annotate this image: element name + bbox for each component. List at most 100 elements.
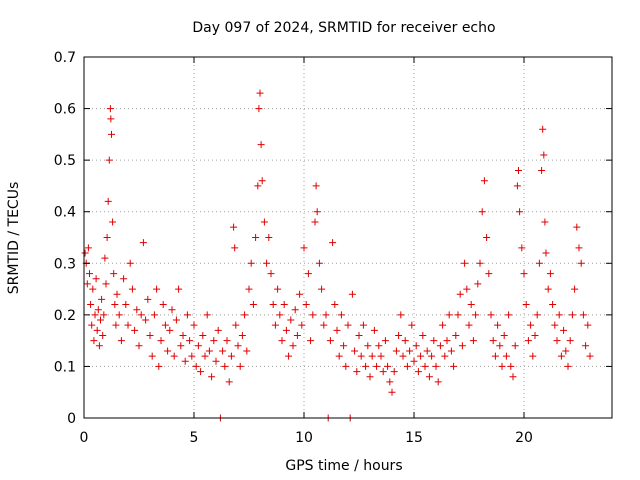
data-point bbox=[109, 218, 117, 226]
data-point bbox=[575, 244, 583, 252]
data-point bbox=[463, 285, 471, 293]
data-point bbox=[381, 337, 389, 345]
data-point bbox=[124, 321, 132, 329]
data-point bbox=[249, 301, 257, 309]
data-point bbox=[392, 347, 400, 355]
data-point bbox=[227, 352, 235, 360]
data-point bbox=[95, 342, 103, 350]
data-point bbox=[274, 285, 282, 293]
data-point bbox=[584, 321, 592, 329]
data-point bbox=[480, 177, 488, 185]
data-point bbox=[103, 234, 111, 241]
data-point bbox=[320, 321, 328, 329]
grid bbox=[84, 57, 612, 418]
data-point bbox=[564, 362, 572, 370]
data-point bbox=[99, 331, 107, 339]
data-point bbox=[100, 311, 108, 319]
data-point bbox=[414, 368, 422, 376]
data-point bbox=[370, 326, 378, 334]
data-point bbox=[166, 326, 174, 334]
data-point bbox=[307, 337, 315, 345]
data-point bbox=[337, 311, 345, 319]
data-point bbox=[194, 342, 202, 350]
data-point bbox=[549, 301, 557, 309]
data-point bbox=[265, 234, 273, 241]
data-point bbox=[351, 347, 359, 355]
data-point bbox=[342, 362, 350, 370]
data-point bbox=[368, 352, 376, 360]
data-point bbox=[379, 368, 387, 376]
data-point bbox=[102, 280, 110, 288]
data-point bbox=[157, 337, 165, 345]
data-point bbox=[208, 373, 216, 381]
data-point bbox=[113, 290, 121, 298]
data-point bbox=[359, 321, 367, 329]
data-point bbox=[412, 342, 420, 350]
data-point bbox=[90, 337, 98, 345]
data-point bbox=[91, 311, 99, 319]
data-point bbox=[223, 337, 231, 345]
data-point bbox=[335, 352, 343, 360]
data-point bbox=[538, 166, 546, 174]
y-tick-label: 0 bbox=[67, 411, 76, 427]
data-point bbox=[131, 326, 139, 334]
data-point bbox=[533, 311, 541, 319]
data-point bbox=[452, 331, 460, 339]
data-point bbox=[263, 259, 271, 267]
data-point bbox=[110, 270, 118, 278]
data-point bbox=[287, 316, 295, 324]
chart-title: Day 097 of 2024, SRMTID for receiver ech… bbox=[192, 20, 495, 36]
data-point bbox=[83, 280, 91, 288]
x-tick-label: 0 bbox=[80, 430, 89, 446]
data-point bbox=[186, 337, 194, 345]
data-point bbox=[445, 311, 453, 319]
data-point bbox=[507, 362, 515, 370]
data-point bbox=[511, 342, 519, 350]
data-point bbox=[456, 290, 464, 298]
data-point bbox=[568, 311, 576, 319]
data-point bbox=[150, 311, 158, 319]
data-point bbox=[551, 321, 559, 329]
data-point bbox=[577, 259, 585, 267]
data-point bbox=[520, 270, 528, 278]
data-point bbox=[98, 295, 106, 303]
data-point bbox=[241, 311, 249, 319]
data-point bbox=[458, 342, 466, 350]
data-point bbox=[419, 331, 427, 339]
data-point bbox=[313, 208, 321, 216]
data-point bbox=[432, 362, 440, 370]
data-point bbox=[357, 352, 365, 360]
data-points bbox=[81, 89, 594, 422]
data-point bbox=[469, 337, 477, 345]
data-point bbox=[395, 331, 403, 339]
data-point bbox=[522, 301, 530, 309]
data-point bbox=[513, 182, 521, 190]
data-point bbox=[505, 311, 513, 319]
data-point bbox=[384, 362, 392, 370]
data-point bbox=[108, 130, 115, 138]
data-point bbox=[373, 362, 381, 370]
data-point bbox=[252, 234, 260, 241]
data-point bbox=[483, 234, 491, 241]
data-point bbox=[450, 362, 458, 370]
data-point bbox=[478, 208, 486, 216]
data-point bbox=[540, 151, 548, 159]
data-point bbox=[315, 259, 323, 267]
data-point bbox=[489, 337, 497, 345]
data-point bbox=[344, 321, 352, 329]
data-point bbox=[87, 301, 95, 309]
data-point bbox=[498, 362, 506, 370]
y-tick-label: 0.5 bbox=[54, 153, 76, 169]
data-point bbox=[107, 115, 115, 123]
data-point bbox=[312, 182, 320, 190]
data-point bbox=[571, 285, 579, 293]
data-point bbox=[428, 352, 436, 360]
data-point bbox=[531, 331, 539, 339]
data-point bbox=[93, 326, 101, 334]
data-point bbox=[170, 352, 178, 360]
data-point bbox=[231, 244, 239, 252]
data-point bbox=[397, 311, 405, 319]
data-point bbox=[524, 337, 532, 345]
data-point bbox=[256, 89, 264, 97]
data-point bbox=[120, 275, 128, 283]
